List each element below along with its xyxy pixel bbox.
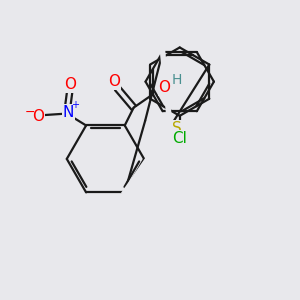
Text: N: N (63, 105, 74, 120)
Text: Cl: Cl (172, 130, 187, 146)
Text: H: H (171, 73, 182, 87)
Text: S: S (172, 121, 182, 136)
Text: +: + (71, 100, 79, 110)
Text: −: − (25, 106, 35, 118)
Text: O: O (32, 109, 44, 124)
Text: O: O (108, 74, 120, 89)
Text: O: O (158, 80, 170, 95)
Text: O: O (64, 77, 76, 92)
